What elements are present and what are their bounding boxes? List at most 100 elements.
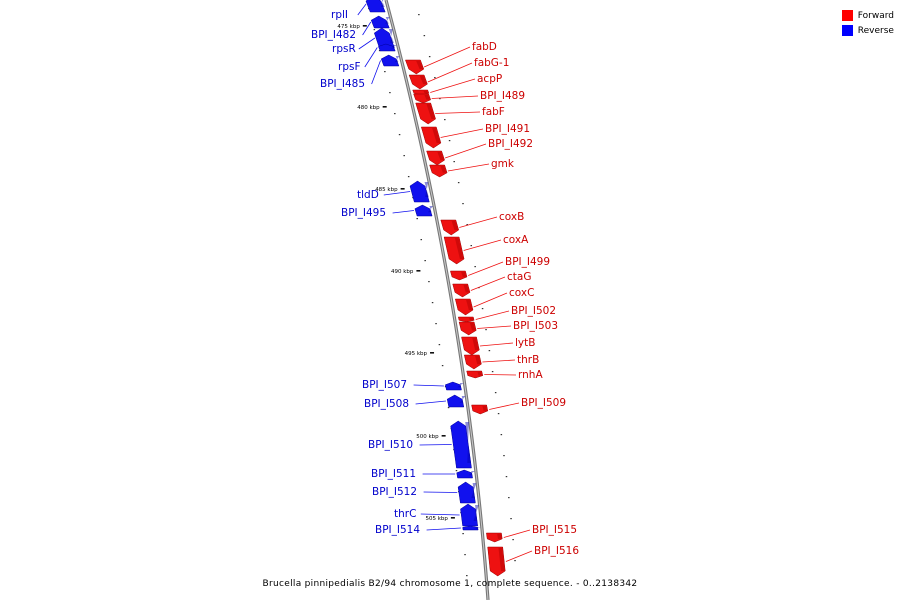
- gene-label-bpi-i482[interactable]: BPI_I482: [311, 29, 356, 41]
- gene-label-bpi-i507[interactable]: BPI_I507: [362, 379, 407, 391]
- legend-item-reverse: Reverse: [841, 23, 894, 38]
- gene-bpi-i507[interactable]: [445, 381, 462, 391]
- gene-bpi-i489[interactable]: [413, 93, 432, 104]
- gene-label-coxb[interactable]: coxB: [499, 211, 524, 223]
- gene-label-bpi-i514[interactable]: BPI_I514: [375, 524, 420, 536]
- gene-bpi-i515[interactable]: [486, 532, 503, 543]
- gene-bpi-i492[interactable]: [426, 150, 445, 166]
- tick-label: 500 kbp: [416, 434, 439, 440]
- gene-bpi-i511[interactable]: [456, 469, 473, 479]
- tick-mark: [450, 517, 455, 519]
- gene-rpsf[interactable]: [378, 43, 396, 52]
- gene-label-coxc[interactable]: coxC: [509, 287, 534, 299]
- gene-bpi-i508[interactable]: [446, 394, 465, 408]
- gene-label-rnha[interactable]: rnhA: [518, 369, 543, 381]
- label-connector: [435, 111, 481, 114]
- gene-label-bpi-i515[interactable]: BPI_I515: [532, 524, 577, 536]
- gene-label-fabd[interactable]: fabD: [472, 41, 497, 53]
- label-connector: [426, 527, 461, 531]
- gene-label-bpi-i512[interactable]: BPI_I512: [372, 486, 417, 498]
- gene-fabd[interactable]: [405, 59, 425, 75]
- gene-label-bpi-i511[interactable]: BPI_I511: [371, 468, 416, 480]
- gene-shade: [451, 221, 459, 230]
- gene-label-bpi-i510[interactable]: BPI_I510: [368, 439, 413, 451]
- gene-thrc[interactable]: [460, 503, 478, 527]
- gene-bpi-i514[interactable]: [462, 525, 479, 531]
- gene-label-rpsf[interactable]: rpsF: [338, 61, 361, 73]
- gene-bpi-i499[interactable]: [450, 270, 468, 281]
- left-dot: [389, 92, 391, 94]
- gene-bpi-i503[interactable]: [458, 321, 477, 336]
- label-connector: [419, 444, 452, 446]
- label-connector: [371, 60, 381, 85]
- left-dot: [403, 155, 405, 157]
- gene-label-rpsr[interactable]: rpsR: [332, 43, 356, 55]
- right-dot: [439, 98, 441, 100]
- gene-coxb[interactable]: [440, 219, 459, 236]
- gene-fabg-1[interactable]: [408, 74, 428, 90]
- gene-lytb[interactable]: [461, 336, 480, 356]
- gene-bpi-i516[interactable]: [487, 546, 506, 577]
- gene-bpi-i485[interactable]: [380, 54, 400, 67]
- label-connector: [423, 46, 471, 68]
- gene-label-bpi-i489[interactable]: BPI_I489: [480, 90, 525, 102]
- gene-label-tldd[interactable]: tldD: [357, 189, 379, 201]
- gene-fabf[interactable]: [415, 102, 436, 125]
- right-dot: [481, 308, 484, 310]
- gene-label-bpi-i502[interactable]: BPI_I502: [511, 305, 556, 317]
- gene-label-bpi-i499[interactable]: BPI_I499: [505, 256, 550, 268]
- gene-bpi-i509[interactable]: [471, 404, 489, 415]
- gene-coxa[interactable]: [443, 236, 465, 265]
- gene-gmk[interactable]: [429, 164, 448, 178]
- right-dot: [491, 371, 494, 373]
- genes-layer: [365, 0, 506, 577]
- right-dot: [514, 560, 516, 562]
- gene-label-bpi-i492[interactable]: BPI_I492: [488, 138, 533, 150]
- gene-label-coxa[interactable]: coxA: [503, 234, 529, 246]
- gene-label-thrb[interactable]: thrB: [517, 354, 539, 366]
- gene-label-fabg-1[interactable]: fabG-1: [474, 57, 509, 69]
- gene-label-acpp[interactable]: acpP: [477, 73, 502, 85]
- gene-label-bpi-i495[interactable]: BPI_I495: [341, 207, 386, 219]
- right-dot: [470, 245, 473, 247]
- gene-bpi-i491[interactable]: [420, 126, 442, 149]
- gene-label-gmk[interactable]: gmk: [491, 158, 515, 170]
- gene-label-bpi-i516[interactable]: BPI_I516: [534, 545, 579, 557]
- gene-bpi-i502[interactable]: [457, 316, 475, 323]
- gene-thrb[interactable]: [463, 354, 482, 370]
- left-dot: [441, 365, 444, 367]
- right-dot: [516, 581, 518, 583]
- gene-label-lytb[interactable]: lytB: [515, 337, 535, 349]
- gene-bpi-i510[interactable]: [450, 420, 472, 469]
- gene-label-bpi-i485[interactable]: BPI_I485: [320, 78, 365, 90]
- label-connector: [468, 261, 504, 276]
- gene-shade: [416, 61, 424, 70]
- right-dot: [508, 497, 510, 499]
- right-dot: [512, 539, 514, 541]
- gene-bpi-i512[interactable]: [457, 481, 476, 504]
- gene-coxc[interactable]: [454, 298, 474, 316]
- tick-mark: [416, 270, 421, 272]
- gene-ctag[interactable]: [452, 283, 471, 298]
- gene-rnha[interactable]: [466, 370, 484, 379]
- gene-tldd[interactable]: [409, 180, 430, 203]
- tick-mark: [382, 106, 387, 108]
- label-connector: [383, 191, 411, 196]
- gene-label-bpi-i503[interactable]: BPI_I503: [513, 320, 558, 332]
- gene-label-thrc[interactable]: thrC: [394, 508, 416, 520]
- gene-label-rpli[interactable]: rplI: [331, 9, 348, 21]
- labels-layer: rplI BPI_I482 rpsR rpsF BPI_I485 fabD fabG-1 ac…: [311, 3, 579, 562]
- gene-label-bpi-i491[interactable]: BPI_I491: [485, 123, 530, 135]
- left-dot: [407, 176, 410, 178]
- gene-bpi-i495[interactable]: [414, 204, 433, 217]
- tick-mark: [362, 25, 367, 27]
- label-connector: [479, 342, 514, 347]
- gene-label-ctag[interactable]: ctaG: [507, 271, 531, 283]
- gene-rpli[interactable]: [365, 0, 386, 13]
- gene-label-bpi-i508[interactable]: BPI_I508: [364, 398, 409, 410]
- label-connector: [463, 239, 502, 251]
- gene-label-fabf[interactable]: fabF: [482, 106, 505, 118]
- gene-shade: [426, 104, 436, 119]
- gene-shade: [454, 238, 464, 259]
- gene-label-bpi-i509[interactable]: BPI_I509: [521, 397, 566, 409]
